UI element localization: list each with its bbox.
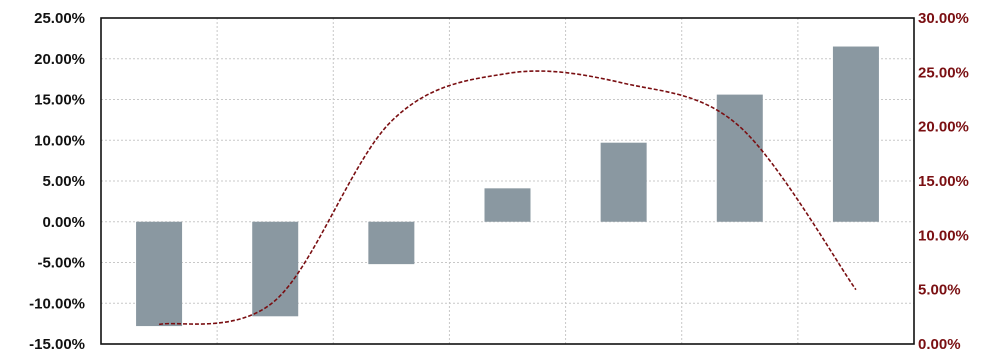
left-axis-tick-label: 15.00% — [34, 92, 85, 109]
right-axis-tick-label: 25.00% — [918, 64, 969, 81]
left-y-axis: -15.00% -10.00% -5.00% 0.00% 5.00% 10.00% 15.0… — [29, 10, 85, 353]
left-axis-tick-label: 5.00% — [42, 173, 85, 190]
right-axis-tick-label: 10.00% — [918, 227, 969, 244]
bar-series — [136, 46, 879, 327]
left-axis-tick-label: 0.00% — [42, 214, 85, 231]
left-axis-tick-label: 25.00% — [34, 10, 85, 27]
bar — [600, 142, 647, 222]
grid — [101, 18, 914, 344]
bar — [716, 94, 763, 222]
left-axis-tick-label: -5.00% — [37, 255, 85, 272]
bar — [252, 221, 299, 317]
right-axis-tick-label: 5.00% — [918, 282, 961, 299]
right-axis-tick-label: 15.00% — [918, 173, 969, 190]
left-axis-tick-label: 10.00% — [34, 132, 85, 149]
bar — [832, 46, 879, 222]
right-axis-tick-label: 0.00% — [918, 336, 961, 353]
plot-area-frame — [100, 17, 915, 345]
left-axis-tick-label: -15.00% — [29, 336, 85, 353]
right-y-axis: 0.00% 5.00% 10.00% 15.00% 20.00% 25.00% 30.00% — [918, 10, 969, 353]
bar — [136, 221, 183, 327]
left-axis-tick-label: -10.00% — [29, 295, 85, 312]
right-axis-tick-label: 20.00% — [918, 119, 969, 136]
left-axis-tick-label: 20.00% — [34, 51, 85, 68]
right-axis-tick-label: 30.00% — [918, 10, 969, 27]
bar — [484, 188, 531, 222]
line-series — [158, 70, 857, 326]
bar — [368, 221, 415, 265]
